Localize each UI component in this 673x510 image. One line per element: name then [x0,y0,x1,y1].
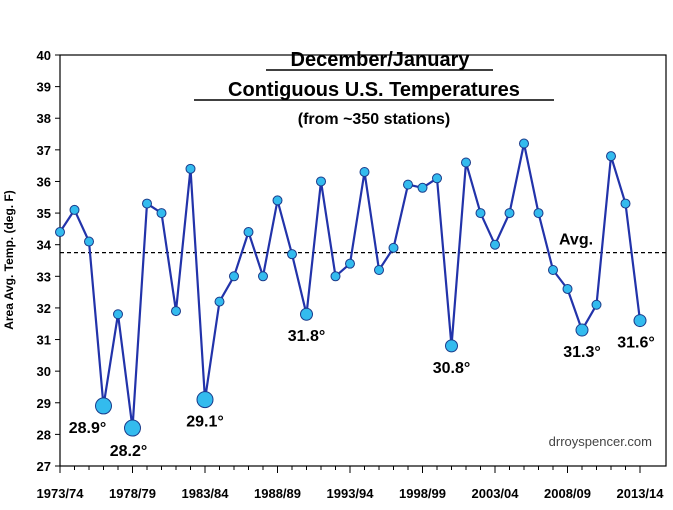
data-point [591,299,602,310]
data-point [272,195,283,206]
series-group [55,138,647,437]
chart-title-line2: Contiguous U.S. Temperatures [228,79,520,101]
data-point [445,339,458,353]
data-point [300,307,313,321]
x-tick-label: 1983/84 [182,486,230,501]
data-point [490,239,500,250]
y-tick-label: 33 [37,269,51,284]
data-point [142,198,152,209]
y-tick-label: 36 [37,174,51,189]
annotations-group: 28.9°28.2° 29.1° 31.8° 30.8° 31.3° 31.6° [69,328,655,460]
data-point [258,271,268,282]
data-point [316,176,326,187]
data-point [55,227,65,238]
y-tick-label: 40 [37,48,51,63]
data-point [575,323,589,337]
data-point [504,208,515,219]
y-tick-label: 28 [37,427,51,442]
data-point [533,208,544,219]
chart-title-line1: December/January [291,49,471,71]
data-point [243,227,254,238]
value-annotation: 29.1° [186,414,224,431]
x-tick-label: 1973/74 [37,486,85,501]
data-point [287,249,297,260]
x-tick-label: 1978/79 [109,486,156,501]
chart-subtitle: (from ~350 stations) [298,111,450,128]
data-point [69,204,80,215]
x-tick-label: 2003/04 [472,486,520,501]
x-tick-label: 1998/99 [399,486,446,501]
data-point [562,283,573,294]
data-point [374,264,384,275]
data-point [156,208,167,219]
data-point [171,306,181,317]
x-tick-label: 2008/09 [544,486,591,501]
y-tick-label: 31 [37,333,51,348]
y-tick-label: 29 [37,396,51,411]
data-point [95,397,112,415]
x-tick-label: 2013/14 [617,486,665,501]
data-point [359,166,370,177]
data-point [461,157,471,168]
data-point [124,419,141,437]
data-point [620,198,631,209]
y-tick-label: 30 [37,364,51,379]
value-annotation: 31.3° [563,344,601,361]
value-annotation: 28.2° [110,443,148,460]
plot-area [59,54,667,467]
data-point [84,236,94,247]
data-point [214,296,225,307]
data-point [403,179,413,190]
y-axis: 27 28 29 30 31 32 33 34 35 36 37 38 39 40 [37,48,60,474]
data-point [229,271,239,282]
data-point [330,271,341,282]
y-tick-label: 38 [37,111,51,126]
x-tick-label: 1988/89 [254,486,301,501]
average-line-group: Avg. [60,232,666,254]
data-point [548,264,558,275]
y-tick-label: 34 [37,238,52,253]
x-tick-label: 1993/94 [327,486,375,501]
y-tick-label: 32 [37,301,51,316]
data-point [606,151,616,162]
value-annotation: 30.8° [433,360,471,377]
y-tick-label: 37 [37,143,51,158]
data-point [185,163,196,174]
data-point [475,208,486,219]
data-point [417,182,428,193]
data-point [633,314,647,328]
value-annotation: 31.8° [288,328,326,345]
x-axis: 1973/74 1978/79 1983/84 1988/89 1993/94 1998/… [37,466,665,501]
average-label: Avg. [559,232,593,249]
value-annotation: 28.9° [69,420,107,437]
y-tick-label: 39 [37,80,51,95]
value-annotation: 31.6° [617,335,655,352]
data-point [113,309,123,320]
data-point [519,138,529,149]
data-point [388,242,399,253]
y-tick-label: 27 [37,459,51,474]
data-point [432,173,442,184]
data-point [196,391,214,409]
y-axis-label: Area Avg. Temp. (deg. F) [2,190,16,330]
credit-text: drroyspencer.com [549,434,652,449]
data-point [345,258,355,269]
y-tick-label: 35 [37,206,51,221]
